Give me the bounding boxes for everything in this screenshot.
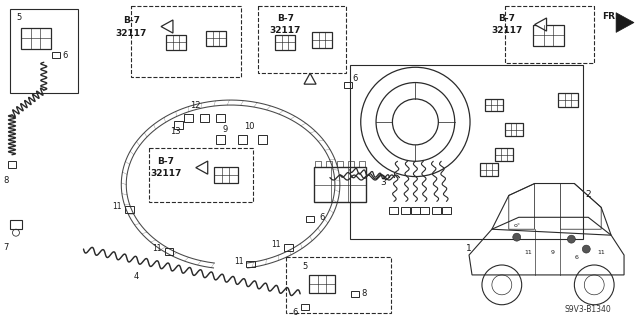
Bar [309,275,335,293]
Bar [442,207,451,214]
Bar [284,244,292,251]
Text: o°: o° [513,223,520,228]
Text: 6: 6 [575,255,579,260]
Bar [480,163,498,176]
Bar [214,167,237,182]
Bar [344,82,352,88]
Circle shape [513,233,521,241]
Bar [359,161,365,167]
Bar [401,207,410,214]
Text: 6: 6 [292,308,298,317]
Text: B-7: B-7 [157,157,175,166]
Bar [351,291,359,297]
Text: 12: 12 [191,100,201,109]
Text: 32117: 32117 [269,26,301,35]
Bar [286,257,390,313]
Text: 32117: 32117 [491,26,522,35]
Text: 13: 13 [170,127,180,136]
Bar [52,52,60,58]
Bar [131,6,241,77]
Polygon shape [616,13,634,33]
Bar [505,123,523,136]
Text: 8: 8 [3,176,9,185]
Text: 5: 5 [303,263,308,271]
Bar [505,6,594,63]
Text: FR.: FR. [602,12,618,21]
Text: B-7: B-7 [123,16,140,25]
Bar [350,65,583,239]
Bar [312,33,332,48]
Bar [164,248,173,255]
Text: 11: 11 [152,244,162,253]
Text: B-7: B-7 [499,14,515,23]
Circle shape [582,245,590,253]
Bar [337,161,343,167]
Text: 5: 5 [16,13,22,22]
Text: S9V3-B1340: S9V3-B1340 [565,305,612,314]
Bar [348,161,354,167]
Text: 6: 6 [319,213,324,222]
Text: 11: 11 [271,240,281,249]
Text: 11: 11 [525,249,532,255]
Polygon shape [196,161,208,174]
Bar [433,207,442,214]
Bar [200,114,209,122]
Bar [411,207,420,214]
Bar [216,135,225,144]
Text: 10: 10 [244,122,255,131]
Bar [175,121,184,129]
Bar [259,6,346,73]
Bar [275,35,295,50]
Bar [315,161,321,167]
Text: 3: 3 [381,178,387,187]
Bar [390,207,398,214]
Bar [301,304,309,310]
Bar [149,148,253,202]
Bar [216,114,225,122]
Bar [559,93,579,107]
Bar [485,99,503,111]
Bar [184,114,193,122]
Polygon shape [304,73,316,84]
Text: 7: 7 [3,243,9,252]
Bar [420,207,429,214]
Text: 9: 9 [550,249,554,255]
Text: 6: 6 [62,51,67,60]
Text: 11: 11 [234,256,243,265]
Circle shape [568,235,575,243]
Bar [8,161,17,168]
Bar [246,261,255,267]
Bar [125,206,134,213]
Bar [326,161,332,167]
Polygon shape [161,20,173,33]
Bar [495,148,513,161]
Text: 6: 6 [352,74,358,83]
Text: 2: 2 [586,190,591,199]
Bar [258,135,267,144]
Bar [532,25,564,46]
Text: 4: 4 [134,272,139,281]
Text: 9: 9 [223,125,228,134]
Bar [10,220,22,229]
Text: 1: 1 [466,244,472,253]
Text: 32117: 32117 [116,29,147,38]
Text: 11: 11 [113,202,122,211]
Bar [306,216,314,222]
Text: B-7: B-7 [276,14,294,23]
Text: 11: 11 [597,249,605,255]
Bar [314,167,365,202]
Bar [205,31,226,46]
Text: 8: 8 [361,289,367,298]
Bar [21,27,51,49]
Bar [238,135,247,144]
Bar [10,9,77,93]
Bar [166,35,186,50]
Polygon shape [534,18,547,31]
Text: 32117: 32117 [150,169,182,178]
